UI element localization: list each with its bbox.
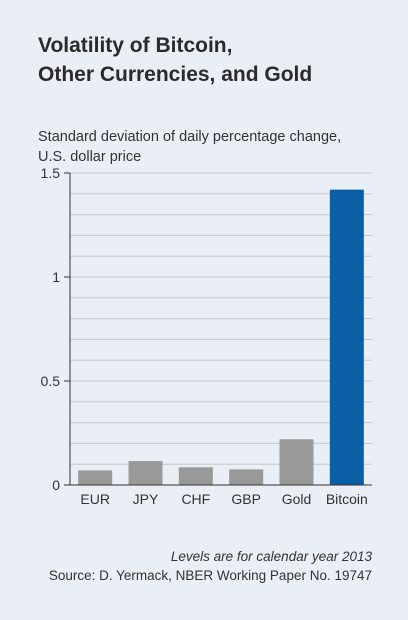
bar-gold — [279, 439, 314, 485]
bar-chf — [178, 467, 213, 485]
chart-title-line-2: Other Currencies, and Gold — [38, 63, 313, 86]
y-axis-label-line-1: Standard deviation of daily percentage c… — [38, 129, 342, 145]
chart-footnote: Levels are for calendar year 2013 Source… — [49, 547, 372, 585]
y-axis-label-line-2: U.S. dollar price — [38, 149, 142, 165]
grid-lines — [70, 172, 372, 465]
footnote-source: Source: D. Yermack, NBER Working Paper N… — [48, 568, 372, 583]
x-tick-label: EUR — [80, 491, 110, 507]
y-tick-label: 1 — [52, 269, 60, 285]
x-tick-labels: EUR JPY CHF GBP Gold Bitcoin — [80, 491, 367, 507]
x-tick-label: Gold — [282, 491, 312, 507]
chart-title-line-1: Volatility of Bitcoin, — [38, 34, 233, 57]
footnote-note: Levels are for calendar year 2013 — [170, 549, 372, 564]
y-tick-labels: 0 0.5 1 1.5 — [41, 165, 70, 493]
x-tick-label: Bitcoin — [326, 491, 368, 507]
axes — [69, 173, 372, 486]
x-tick-label: GBP — [231, 491, 261, 507]
y-tick-label: 0.5 — [41, 373, 61, 389]
chart-title: Volatility of Bitcoin, Other Currencies,… — [38, 31, 388, 89]
x-tick-label: JPY — [133, 491, 159, 507]
y-tick-label: 0 — [52, 477, 60, 493]
x-tick-label: CHF — [181, 491, 210, 507]
y-tick-label: 1.5 — [41, 165, 61, 181]
bar-eur — [78, 470, 113, 485]
y-axis-label: Standard deviation of daily percentage c… — [38, 127, 388, 167]
bars — [78, 189, 364, 485]
bar-gbp — [229, 469, 264, 485]
bar-jpy — [128, 461, 163, 485]
bar-bitcoin — [329, 189, 364, 485]
